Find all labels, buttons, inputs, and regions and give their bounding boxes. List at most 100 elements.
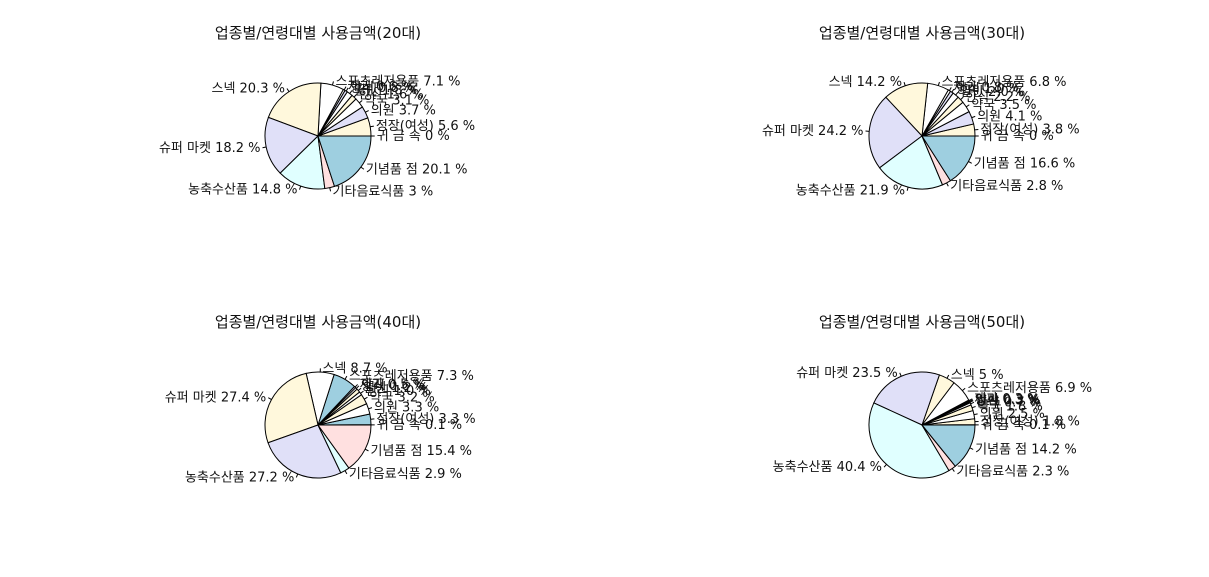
label-tick (368, 407, 373, 410)
label-tick (299, 185, 302, 190)
label-tick (343, 86, 347, 91)
slice-label: 제과 0.8 % (953, 80, 1018, 95)
label-tick (971, 406, 976, 409)
slice-label: 양식 0.3 % (975, 393, 1040, 408)
slice-label: 슈퍼 마켓 23.5 % (796, 366, 898, 381)
slice-label: 제과 0.5 % (360, 377, 425, 392)
slice-label: 스넥 14.2 % (829, 75, 902, 90)
slice-label: 귀 금 속 0 % (377, 129, 450, 144)
pie-chart-1: 업종별/연령대별 사용금액(20대) 귀 금 속 0 %정장(여성) 5.6 %의… (159, 24, 475, 199)
chart-title: 업종별/연령대별 사용금액(30대) (819, 24, 1025, 42)
pie-slice (267, 424, 342, 479)
pie-slice (264, 372, 319, 444)
slice-label: 기타음료식품 2.9 % (349, 467, 462, 482)
slice-label: 스넥 8.7 % (322, 361, 387, 376)
label-tick (899, 372, 902, 377)
slice-label: 의원 2.5 % (980, 407, 1045, 422)
slice-label: 기타음료식품 2.3 % (956, 465, 1069, 480)
label-tick (951, 468, 955, 472)
label-tick (364, 448, 369, 452)
label-tick (970, 401, 975, 405)
pie-chart-4: 업종별/연령대별 사용금액(50대) 귀 금 속 0.1 %정장(여성) 1.8 … (773, 313, 1092, 480)
label-tick (969, 447, 974, 450)
chart-title: 업종별/연령대별 사용금액(20대) (215, 24, 421, 42)
pie-slice (317, 424, 372, 469)
slice-label: 한식 1.6 % (359, 87, 424, 102)
slice-label: 약국 3.1 % (364, 93, 429, 108)
label-tick (946, 182, 949, 187)
label-tick (353, 94, 357, 98)
label-tick (946, 374, 950, 379)
slice-label: 슈퍼 마켓 18.2 % (159, 141, 261, 156)
slice-label: 기념품 점 15.4 % (370, 444, 472, 459)
label-tick (355, 385, 360, 389)
label-tick (268, 397, 272, 400)
slice-label: 의원 4.1 % (977, 109, 1042, 124)
slice-label: 제과 0.6 % (348, 80, 413, 95)
label-tick (370, 125, 374, 128)
label-tick (295, 473, 299, 478)
slice-label: 제과 0.3 % (974, 392, 1039, 407)
slice-label: 양식 0.6 % (361, 379, 426, 394)
slice-label: 의원 3.7 % (371, 104, 436, 119)
slice-label: 한식 2.2 % (965, 90, 1030, 105)
label-tick (962, 387, 966, 391)
label-tick (951, 88, 955, 93)
pie-slice (264, 116, 319, 174)
pie-slice (873, 371, 941, 426)
slice-label: 기념품 점 16.6 % (974, 156, 1076, 171)
slice-label: 슈퍼 마켓 27.4 % (165, 391, 267, 406)
label-tick (344, 470, 348, 475)
slice-label: 스포츠레저용품 7.1 % (335, 74, 460, 89)
label-tick (969, 399, 974, 402)
pie-slice (279, 134, 326, 190)
slice-label: 스포츠레저용품 6.8 % (941, 75, 1066, 90)
slice-label: 약국 3.2 % (369, 390, 434, 405)
slice-label: 슈퍼 마켓 24.2 % (762, 124, 864, 139)
slice-label: 농축수산품 21.9 % (796, 184, 905, 199)
label-tick (937, 81, 940, 86)
label-tick (903, 82, 906, 86)
pie-slice (868, 402, 950, 479)
label-tick (965, 104, 970, 108)
label-tick (906, 187, 909, 191)
chart-title: 업종별/연령대별 사용금액(50대) (819, 313, 1025, 331)
label-tick (345, 87, 349, 92)
pie-chart-2: 업종별/연령대별 사용금액(30대) 귀 금 속 0 %정장(여성) 3.8 %의… (762, 24, 1080, 199)
label-tick (955, 91, 959, 96)
pie-slice (878, 135, 944, 190)
slice-label: 스넥 20.3 % (211, 82, 284, 97)
label-tick (363, 396, 368, 400)
label-tick (358, 100, 363, 104)
slice-label: 정장(여성) 3.8 % (980, 123, 1079, 138)
label-tick (969, 400, 974, 403)
label-tick (349, 90, 353, 94)
slice-label: 귀 금 속 0.1 % (981, 418, 1066, 433)
label-tick (357, 387, 362, 391)
label-tick (365, 110, 369, 113)
slice-label: 기념품 점 20.1 % (366, 162, 468, 177)
label-tick (883, 464, 887, 468)
slice-label: 의원 3.3 % (374, 401, 439, 416)
label-tick (262, 146, 267, 149)
label-tick (948, 87, 952, 91)
pie-slice (868, 96, 923, 169)
label-tick (971, 115, 976, 119)
slice-label: 기념품 점 14.2 % (975, 442, 1077, 457)
label-tick (344, 375, 348, 380)
label-tick (354, 384, 358, 388)
label-tick (329, 187, 332, 192)
slice-label: 농축수산품 40.4 % (773, 460, 882, 475)
label-tick (331, 81, 334, 86)
slice-label: 한식 1.0 % (365, 384, 430, 399)
label-tick (360, 390, 364, 394)
slice-label: 정장(여성) 3.3 % (376, 412, 475, 427)
slice-label: 양식 0.8 % (350, 81, 415, 96)
label-tick (286, 88, 290, 92)
slice-label: 스포츠레저용품 6.9 % (967, 381, 1092, 396)
pie-chart-3: 업종별/연령대별 사용금액(40대) 귀 금 속 0.1 %정장(여성) 3.3 … (165, 313, 476, 485)
label-tick (960, 96, 964, 101)
slice-label: 일반 1.2 % (363, 381, 428, 396)
slice-label: 농축수산품 14.8 % (188, 183, 297, 198)
